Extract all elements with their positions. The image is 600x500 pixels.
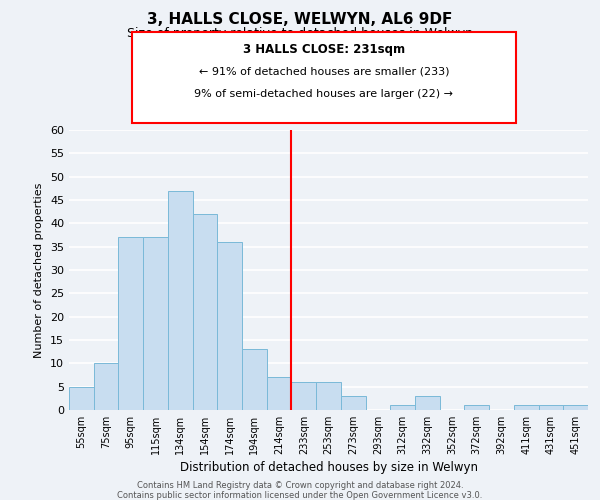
Bar — [143, 238, 168, 410]
Bar — [415, 396, 440, 410]
Text: 3 HALLS CLOSE: 231sqm: 3 HALLS CLOSE: 231sqm — [243, 44, 405, 57]
Y-axis label: Number of detached properties: Number of detached properties — [34, 182, 44, 358]
Bar — [464, 406, 489, 410]
X-axis label: Distribution of detached houses by size in Welwyn: Distribution of detached houses by size … — [179, 461, 478, 474]
Bar — [69, 386, 94, 410]
Bar — [563, 406, 588, 410]
Bar — [168, 190, 193, 410]
Bar — [94, 364, 118, 410]
Text: Contains public sector information licensed under the Open Government Licence v3: Contains public sector information licen… — [118, 491, 482, 500]
Bar — [390, 406, 415, 410]
Bar — [539, 406, 563, 410]
Bar — [217, 242, 242, 410]
Bar — [514, 406, 539, 410]
Text: Size of property relative to detached houses in Welwyn: Size of property relative to detached ho… — [127, 28, 473, 40]
Bar — [267, 378, 292, 410]
Bar — [341, 396, 365, 410]
Bar — [292, 382, 316, 410]
Bar — [118, 238, 143, 410]
Bar — [242, 350, 267, 410]
Bar — [193, 214, 217, 410]
Text: 3, HALLS CLOSE, WELWYN, AL6 9DF: 3, HALLS CLOSE, WELWYN, AL6 9DF — [148, 12, 452, 28]
Text: 9% of semi-detached houses are larger (22) →: 9% of semi-detached houses are larger (2… — [194, 90, 454, 100]
Text: ← 91% of detached houses are smaller (233): ← 91% of detached houses are smaller (23… — [199, 66, 449, 76]
Bar — [316, 382, 341, 410]
Text: Contains HM Land Registry data © Crown copyright and database right 2024.: Contains HM Land Registry data © Crown c… — [137, 481, 463, 490]
